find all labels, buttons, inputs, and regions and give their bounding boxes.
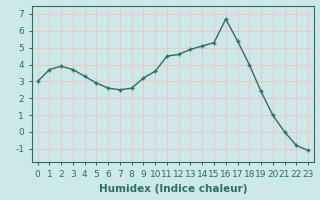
- X-axis label: Humidex (Indice chaleur): Humidex (Indice chaleur): [99, 184, 247, 194]
